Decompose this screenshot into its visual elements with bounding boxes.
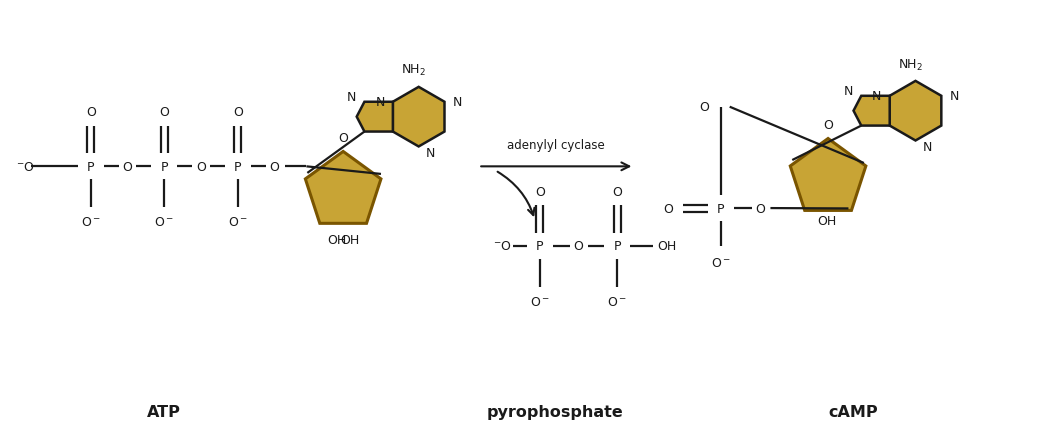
- Polygon shape: [305, 152, 381, 224]
- Text: P: P: [234, 160, 241, 173]
- Text: OH: OH: [327, 233, 346, 246]
- Text: N: N: [426, 147, 435, 159]
- Text: N: N: [949, 90, 959, 103]
- Text: O: O: [699, 101, 709, 114]
- Text: O: O: [233, 106, 242, 119]
- Text: N: N: [843, 85, 853, 98]
- Text: OH: OH: [817, 214, 836, 227]
- Text: O$^-$: O$^-$: [607, 295, 627, 308]
- Text: P: P: [614, 240, 621, 253]
- Polygon shape: [393, 88, 445, 147]
- Text: NH$_2$: NH$_2$: [898, 57, 923, 72]
- Text: OH: OH: [340, 233, 359, 246]
- Text: $^{-}$O: $^{-}$O: [16, 160, 36, 173]
- Text: O: O: [823, 119, 833, 132]
- Text: cAMP: cAMP: [828, 404, 878, 419]
- Text: ATP: ATP: [147, 404, 181, 419]
- Text: N: N: [872, 90, 881, 103]
- Polygon shape: [890, 82, 941, 141]
- Text: N: N: [923, 141, 933, 154]
- Text: adenylyl cyclase: adenylyl cyclase: [508, 139, 605, 152]
- Text: O: O: [663, 202, 673, 215]
- Text: O$^-$: O$^-$: [530, 295, 550, 308]
- Polygon shape: [854, 96, 890, 126]
- Text: pyrophosphate: pyrophosphate: [487, 404, 623, 419]
- Text: O: O: [270, 160, 279, 173]
- Text: P: P: [160, 160, 168, 173]
- Text: O: O: [574, 240, 583, 253]
- Text: O$^-$: O$^-$: [711, 257, 731, 270]
- Polygon shape: [790, 139, 865, 211]
- Text: NH$_2$: NH$_2$: [401, 63, 426, 78]
- Text: P: P: [536, 240, 543, 253]
- Text: O: O: [338, 132, 348, 145]
- Text: O$^-$: O$^-$: [228, 216, 248, 229]
- Text: P: P: [87, 160, 94, 173]
- Text: P: P: [718, 202, 725, 215]
- Text: O: O: [159, 106, 169, 119]
- Text: N: N: [376, 96, 385, 109]
- Text: O: O: [86, 106, 95, 119]
- Text: O$^-$: O$^-$: [81, 216, 101, 229]
- Text: N: N: [347, 91, 357, 104]
- Text: O: O: [196, 160, 206, 173]
- Text: O: O: [755, 202, 766, 215]
- Text: O$^-$: O$^-$: [154, 216, 174, 229]
- Polygon shape: [357, 102, 393, 132]
- Text: OH: OH: [658, 240, 677, 253]
- Text: O: O: [535, 185, 544, 198]
- Text: O: O: [613, 185, 622, 198]
- Text: O: O: [123, 160, 132, 173]
- Text: N: N: [453, 96, 463, 109]
- Text: $^{-}$O: $^{-}$O: [493, 240, 512, 253]
